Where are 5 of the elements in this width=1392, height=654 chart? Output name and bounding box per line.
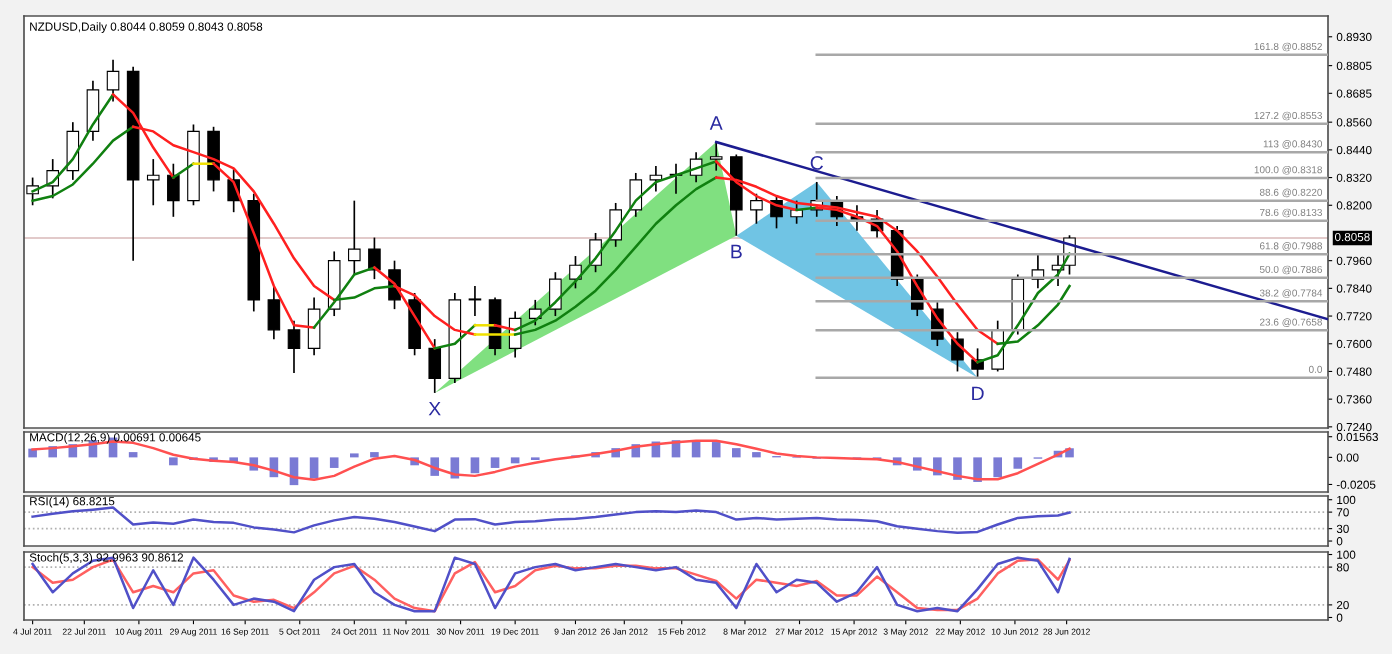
- annotation: A: [709, 116, 723, 130]
- annotation: D: [972, 386, 984, 401]
- annotation: X: [428, 401, 441, 416]
- annotation: B: [731, 244, 742, 259]
- annotation: C: [810, 156, 824, 170]
